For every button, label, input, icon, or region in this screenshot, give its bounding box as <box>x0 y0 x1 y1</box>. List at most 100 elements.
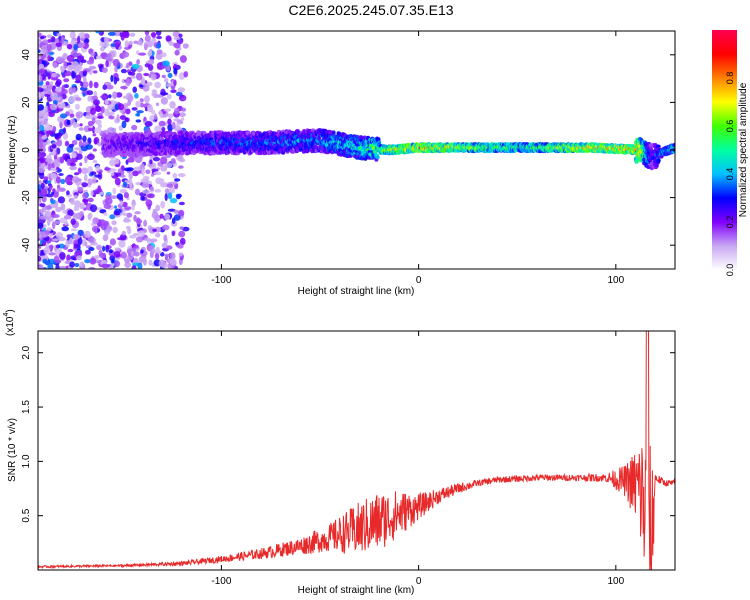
spectrogram-cell <box>160 165 168 172</box>
spectrogram-cell <box>111 220 117 226</box>
spectrogram-cell <box>43 119 48 124</box>
spectrogram-cell <box>96 244 102 251</box>
spectrogram-cell <box>125 78 131 87</box>
spectrogram-cell <box>99 41 105 47</box>
spectrogram-cell <box>52 62 58 69</box>
spectrogram-cell <box>154 252 160 260</box>
spectrogram-cell <box>38 200 41 204</box>
spectrogram-cell <box>38 125 41 130</box>
spectrogram-cell <box>69 166 77 171</box>
spectrogram-cell <box>107 53 112 58</box>
spectrogram-cell <box>141 181 150 189</box>
spectrogram-cell <box>178 33 183 38</box>
spectrogram-heatmap <box>38 31 675 269</box>
spectrogram-cell <box>167 123 173 132</box>
spectrogram-cell <box>95 165 101 172</box>
spectrogram-cell <box>61 84 65 93</box>
spectrogram-cell <box>144 31 150 36</box>
spectrogram-cell <box>54 220 60 225</box>
spectrogram-cell <box>127 228 132 235</box>
spectrogram-cell <box>84 230 91 238</box>
spectrogram-cell <box>181 107 187 112</box>
spectrogram-cell <box>87 95 92 102</box>
spectrogram-cell <box>126 62 129 69</box>
spectrogram-cell <box>133 251 140 257</box>
spectrogram-cell <box>108 249 113 254</box>
spectrogram-cell <box>156 42 162 49</box>
spectrogram-cell <box>135 236 144 243</box>
spectrogram-cell <box>141 190 150 194</box>
spectrogram-cell <box>61 226 69 232</box>
spectrogram-cell <box>176 155 184 162</box>
spectrogram-cell <box>86 111 91 116</box>
spectrogram-cell <box>152 208 157 214</box>
spectrogram-cell <box>73 200 81 208</box>
spectrogram-cell <box>67 248 74 253</box>
spectrogram-cell <box>77 229 84 237</box>
spectrogram-cell <box>116 114 120 122</box>
spectrogram-cell <box>71 61 79 69</box>
spectrogram-cell <box>52 126 57 133</box>
spectrogram-cell <box>92 159 98 164</box>
spectrogram-cell <box>46 43 52 52</box>
spectrogram-cell <box>40 182 45 189</box>
spectrogram-cell <box>109 214 116 220</box>
spectrogram-cell <box>83 70 88 76</box>
spectrogram-cell <box>155 232 161 238</box>
spectrogram-cell <box>38 160 41 168</box>
spectrogram-cell <box>140 195 146 201</box>
spectrogram-cell <box>87 178 93 186</box>
spectrogram-cell <box>166 171 171 175</box>
spectrogram-cell <box>143 72 150 77</box>
spectrogram-cell <box>178 112 186 118</box>
spectrogram-cell <box>67 209 74 217</box>
spectrogram-cell <box>93 81 99 89</box>
spectrogram-cell <box>38 152 43 159</box>
spectrogram-cell <box>90 171 97 176</box>
spectrogram-cell <box>56 184 61 190</box>
spectrogram-cell <box>45 81 50 86</box>
spectrogram-cell <box>129 180 133 188</box>
spectrogram-cell <box>52 221 56 230</box>
spectrogram-cell <box>133 257 139 264</box>
spectrogram-cell <box>331 130 336 135</box>
spectrogram-cell <box>125 108 131 115</box>
spectrogram-cell <box>38 41 41 50</box>
spectrogram-cell <box>162 52 167 58</box>
spectrogram-cell <box>149 186 154 192</box>
spectrogram-cell <box>144 35 151 42</box>
spectrogram-cell <box>81 167 89 175</box>
spectrogram-cell <box>92 148 97 152</box>
spectrogram-cell <box>155 31 162 36</box>
spectrogram-cell <box>104 98 109 105</box>
spectrogram-cell <box>128 40 133 46</box>
spectrogram-cell <box>173 209 180 214</box>
spectrogram-cell <box>178 230 186 238</box>
spectrogram-cell <box>47 34 52 39</box>
spectrogram-cell <box>56 166 60 171</box>
spectrogram-cell <box>163 108 172 112</box>
spectrogram-cell <box>110 74 114 83</box>
spectrogram-cell <box>56 139 63 147</box>
spectrogram-cell <box>105 244 110 253</box>
spectrogram-cell <box>95 31 102 34</box>
spectrogram-cell <box>164 77 169 83</box>
spectrogram-cell <box>53 191 59 198</box>
spectrogram-cell <box>147 104 153 113</box>
spectrogram-cell <box>38 110 44 118</box>
spectrogram-cell <box>149 159 153 165</box>
spectrogram-cell <box>375 155 380 160</box>
spectrogram-cell <box>95 55 102 60</box>
spectrogram-cell <box>50 92 58 101</box>
spectrogram-cell <box>136 110 144 114</box>
spectrogram-cell <box>110 172 115 176</box>
spectrogram-cell <box>121 31 129 38</box>
spectrogram-cell <box>169 198 178 204</box>
spectrogram-cell <box>89 80 93 89</box>
spectrogram-cell <box>38 213 41 217</box>
spectrogram-cell <box>38 38 42 43</box>
spectrogram-cell <box>59 156 65 164</box>
spectrogram-cell <box>145 199 153 208</box>
spectrogram-cell <box>72 121 78 129</box>
